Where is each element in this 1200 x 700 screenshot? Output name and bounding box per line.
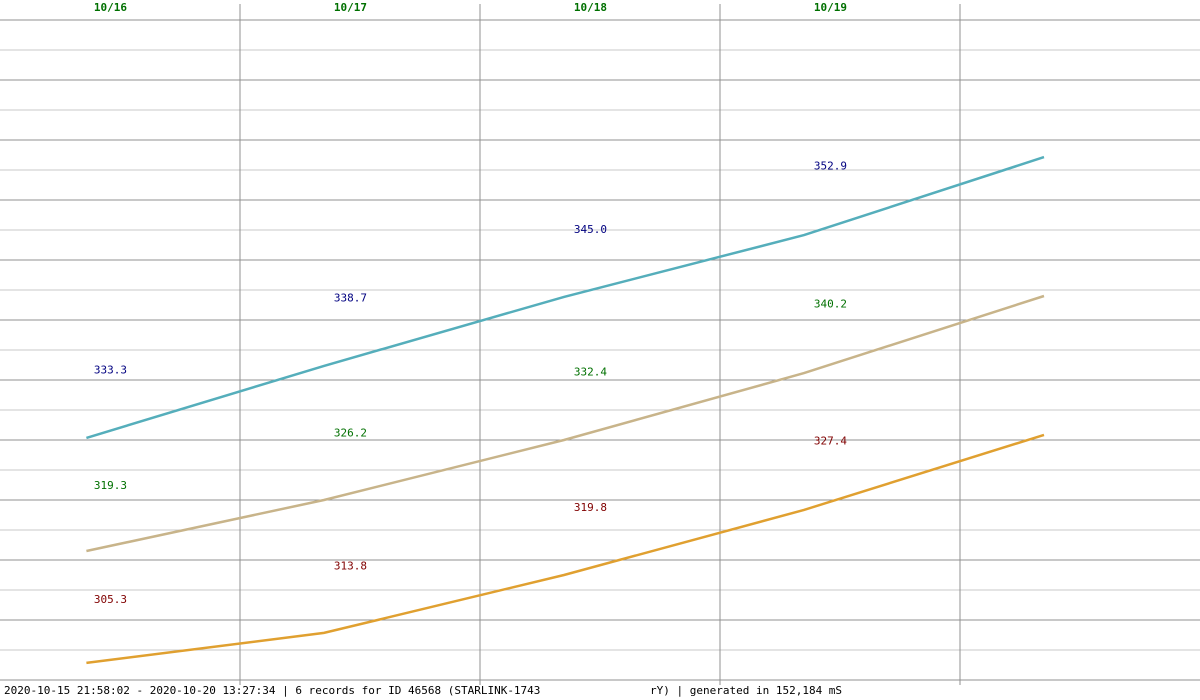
x-tick-label: 10/17 (334, 1, 367, 14)
data-label: 319.3 (94, 479, 127, 492)
data-label: 326.2 (334, 426, 367, 439)
data-label: 340.2 (814, 298, 847, 311)
x-tick-label: 10/18 (574, 1, 607, 14)
data-label: 338.7 (334, 291, 367, 304)
footer-right: rY) | generated in 152,184 mS (650, 684, 842, 697)
x-tick-label: 10/19 (814, 1, 847, 14)
x-tick-label: 10/16 (94, 1, 127, 14)
series-line (86, 294, 1045, 553)
data-label: 313.8 (334, 560, 367, 573)
data-label: 332.4 (574, 366, 607, 379)
data-label: 327.4 (814, 435, 847, 448)
data-label: 352.9 (814, 160, 847, 173)
data-label: 345.0 (574, 223, 607, 236)
data-label: 305.3 (94, 593, 127, 606)
data-label: 319.8 (574, 501, 607, 514)
series-line (86, 155, 1045, 440)
data-label: 333.3 (94, 364, 127, 377)
series-line (86, 433, 1045, 665)
footer-left: 2020-10-15 21:58:02 - 2020-10-20 13:27:3… (4, 684, 540, 697)
